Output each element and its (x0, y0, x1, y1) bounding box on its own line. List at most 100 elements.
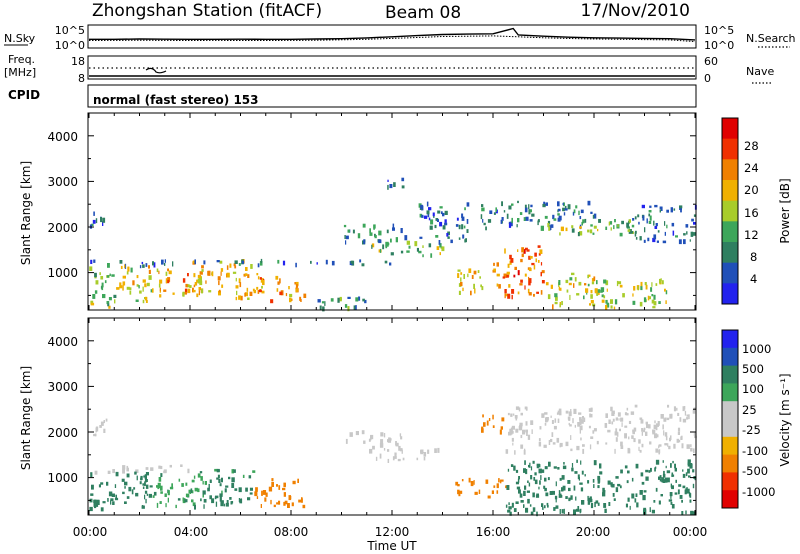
velocity-cbar-seg-8 (722, 472, 738, 491)
velocity-cell-r3-18 (191, 479, 195, 483)
power-cell-r3-8 (122, 281, 126, 286)
power-cell-r5-54 (235, 285, 239, 289)
velocity-cell-r8-9 (474, 491, 478, 495)
velocity-cell-r11-128 (588, 425, 591, 429)
velocity-cell-r3-17 (193, 475, 196, 479)
velocity-cell-r3-10 (164, 493, 167, 497)
power-cell-r10-13 (430, 253, 433, 258)
velocity-cell-r10-59 (584, 474, 586, 477)
power-cbar-tick-4: 4 (750, 272, 757, 286)
power-cell-r16-11 (589, 303, 592, 306)
velocity-cell-r4-37 (228, 476, 231, 480)
power-cell-r15-50 (578, 210, 580, 216)
power-cell-r7-23 (295, 262, 297, 268)
power-cell-r13-14 (470, 290, 472, 296)
power-colorbar-frame (721, 117, 739, 305)
power-cell-r5-34 (246, 287, 249, 292)
power-cell-r14-14 (493, 262, 495, 266)
velocity-cell-r2-29 (89, 506, 93, 512)
velocity-cell-r11-82 (544, 412, 548, 415)
power-cell-r17-24 (578, 231, 583, 236)
velocity-cell-r11-132 (677, 427, 681, 432)
power-cell-r7-8 (277, 259, 280, 264)
velocity-cell-r10-6 (593, 484, 595, 488)
velocity-cell-r1-6 (169, 464, 172, 468)
velocity-cell-r8-12 (491, 490, 494, 494)
power-cell-r14-49 (520, 258, 523, 263)
velocity-cell-r2-53 (126, 496, 130, 499)
power-cell-r7-1 (259, 261, 263, 266)
velocity-cell-r11-74 (531, 429, 533, 434)
velocity-cell-r4-25 (252, 470, 256, 473)
power-cell-r19-53 (664, 231, 666, 236)
velocity-cell-r10-185 (692, 469, 695, 473)
velocity-cell-r10-99 (655, 459, 660, 465)
power-cell-r19-16 (693, 222, 697, 225)
velocity-cell-r10-203 (523, 490, 526, 496)
power-cell-r14-17 (514, 266, 517, 270)
power-cell-r5-4 (245, 292, 248, 297)
power-cell-r7-15 (216, 260, 220, 263)
power-cell-r1-4 (119, 260, 123, 264)
power-cell-r15-16 (575, 205, 578, 209)
power-cell-r3-6 (148, 269, 151, 274)
xtick-2000: 20:00 (576, 525, 611, 539)
velocity-cell-r10-12 (520, 500, 524, 503)
velocity-cell-r10-226 (580, 508, 582, 513)
velocity-cell-r3-19 (197, 473, 201, 478)
power-cell-r16-5 (547, 294, 551, 300)
power-cell-r16-7 (574, 277, 577, 282)
power-cell-r6-0 (294, 282, 297, 285)
power-cell-r19-3 (637, 214, 640, 218)
power-cell-r10-14 (406, 240, 410, 245)
velocity-cell-r10-189 (571, 463, 574, 468)
power-cbar-tick-12: 12 (744, 228, 759, 242)
power-cell-r16-16 (576, 293, 580, 296)
velocity-cell-r3-37 (152, 495, 155, 498)
velocity-cell-r10-188 (594, 501, 596, 508)
power-cell-r5-17 (198, 287, 201, 291)
power-cell-r6-33 (270, 299, 274, 304)
power-cell-r3-11 (122, 285, 124, 291)
velocity-cell-r10-234 (655, 487, 658, 492)
power-cell-r3-23 (148, 275, 152, 280)
velocity-cell-r10-37 (643, 490, 647, 493)
power-cell-r19-29 (683, 233, 686, 236)
power-cell-r12-37 (434, 224, 437, 229)
power-cell-r17-12 (609, 221, 613, 225)
power-ytick-3000: 3000 (47, 175, 78, 189)
velocity-cell-r11-109 (641, 428, 644, 432)
velocity-cell-r10-94 (553, 466, 557, 469)
power-cell-r7-21 (238, 263, 241, 266)
power-cell-r10-7 (406, 250, 410, 253)
power-cell-r6-14 (257, 290, 260, 294)
power-cell-r19-32 (654, 204, 658, 208)
velocity-cell-r9-1 (500, 426, 503, 430)
power-cell-r17-19 (626, 222, 630, 228)
velocity-cell-r1-14 (126, 467, 129, 472)
power-cell-r10-21 (439, 243, 442, 248)
power-cell-r12-19 (435, 235, 439, 238)
velocity-cbar-tick-neg500: -500 (742, 464, 768, 478)
power-cell-r9-20 (378, 239, 382, 244)
velocity-cell-r7-2 (434, 448, 437, 453)
power-cell-r12-36 (428, 217, 431, 221)
velocity-cell-r10-127 (576, 508, 580, 512)
power-cell-r3-7 (116, 287, 120, 290)
power-cell-r14-3 (503, 273, 507, 278)
power-cell-r14-51 (537, 245, 541, 248)
power-cell-r6-16 (256, 286, 259, 290)
power-cell-r17-26 (627, 229, 631, 232)
velocity-cell-r11-147 (620, 417, 624, 422)
power-cell-r16-1 (545, 282, 549, 286)
power-cell-r19-46 (642, 215, 645, 221)
velocity-cell-r10-205 (561, 487, 564, 492)
power-cell-r3-24 (146, 282, 150, 287)
power-cell-r14-48 (540, 271, 542, 277)
velocity-cell-r4-43 (238, 487, 242, 493)
velocity-cell-r11-80 (619, 428, 621, 432)
velocity-cell-r10-219 (688, 492, 691, 497)
power-cell-r13-18 (468, 268, 472, 273)
power-cell-r18-31 (645, 284, 648, 290)
power-cbar-seg-3 (722, 180, 738, 202)
